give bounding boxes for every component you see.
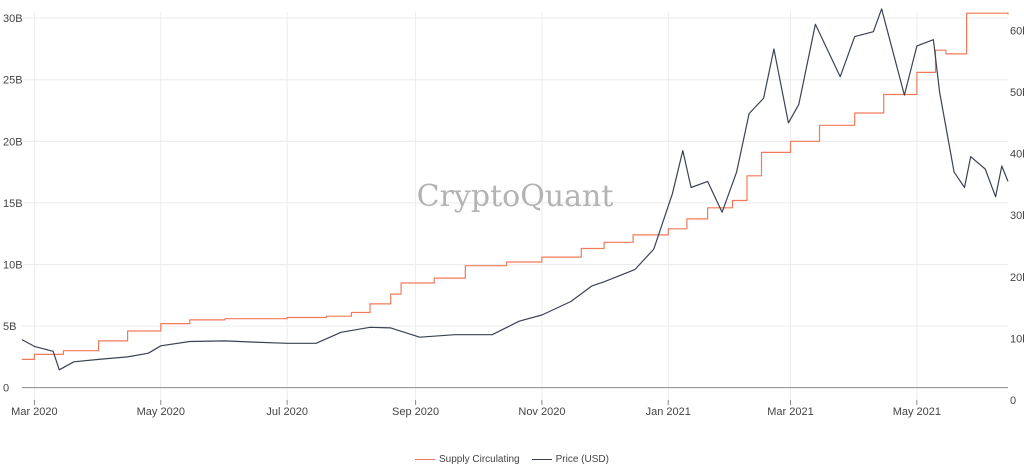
series-line-price [21,8,1009,371]
x-tick-label: Sep 2020 [392,406,439,418]
legend-swatch-price [531,458,552,460]
y-right-tick-label: 60k [1010,25,1024,37]
legend-swatch-supply [415,458,436,460]
y-right-tick-label: 40k [1010,149,1024,161]
y-left-tick-label: 10B [3,260,23,272]
x-tick-label: Jul 2020 [266,406,308,418]
y-right-tick-label: 30k [1010,210,1024,222]
axes: 0 5B 10B 15B 20B 25B 30B Mar 2020 May 2020 Jul 20… [3,13,1024,418]
legend-item-price[interactable]: Price (USD) [531,453,609,465]
y-left-tick-label: 15B [3,198,23,210]
legend-label-supply: Supply Circulating [439,453,520,465]
y-right-tick-label: 20k [1010,272,1024,284]
x-tick-label: Nov 2020 [518,406,565,418]
y-left-tick-label: 25B [3,75,23,87]
y-right-tick-label: 10k [1010,333,1024,345]
legend-label-price: Price (USD) [555,453,609,465]
y-right-tick-label: 0 [1010,395,1016,407]
series-layer [21,8,1009,371]
y-left-tick-label: 20B [3,136,23,148]
x-tick-label: Jan 2021 [646,406,691,418]
x-tick-label: May 2021 [893,406,941,418]
x-tick-label: Mar 2020 [11,406,57,418]
y-right-tick-label: 50k [1010,87,1024,99]
y-left-tick-label: 30B [3,13,23,25]
legend: Supply Circulating Price (USD) [0,452,1024,466]
series-line-supply [22,12,1009,360]
x-tick-label: Mar 2021 [767,406,813,418]
y-left-tick-label: 0 [3,383,9,395]
watermark-logo: CryptoQuant [417,179,614,214]
grid-lines [22,12,1008,400]
legend-item-supply[interactable]: Supply Circulating [415,454,520,465]
y-left-tick-label: 5B [3,321,16,333]
x-tick-label: May 2020 [137,406,185,418]
